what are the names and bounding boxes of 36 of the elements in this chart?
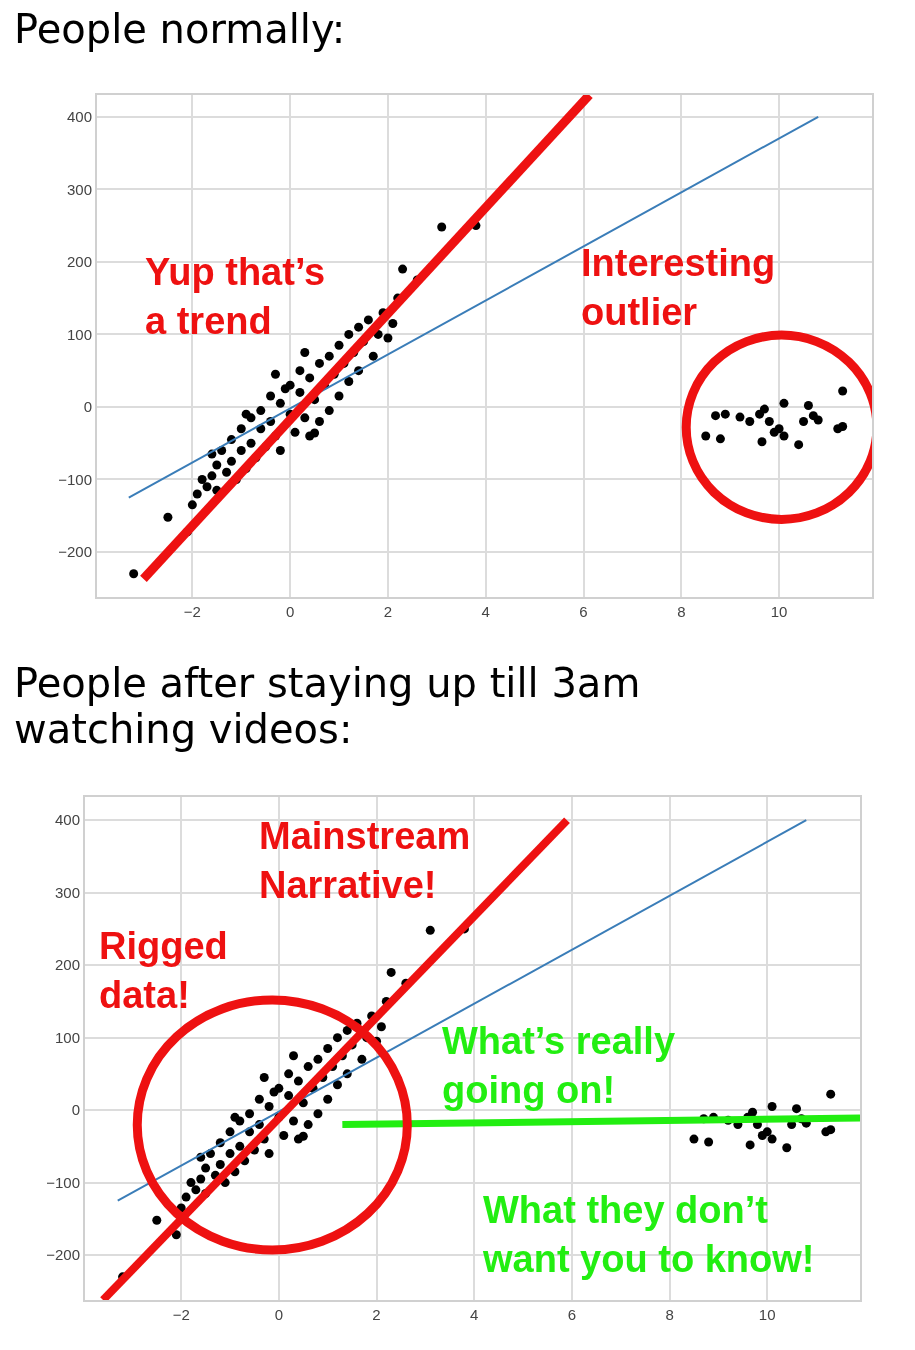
x-tick-label: 8 [665, 1306, 674, 1323]
y-tick-label: 300 [66, 180, 92, 198]
x-tick-label: 2 [372, 1306, 381, 1323]
x-tick-label: 2 [383, 603, 393, 620]
chart-title: People normally: [14, 6, 346, 52]
y-tick-label: −100 [46, 1173, 80, 1191]
y-tick-label: 100 [66, 325, 92, 343]
y-tick-label: 100 [54, 1028, 80, 1046]
annotation: What’s really going on! [442, 1020, 676, 1112]
x-tick-label: 6 [579, 603, 588, 620]
x-tick-label: 8 [677, 603, 686, 620]
y-tick-label: −100 [58, 470, 92, 488]
y-tick-label: 400 [66, 108, 92, 126]
x-tick-label: 10 [758, 1306, 776, 1323]
y-tick-label: 300 [54, 883, 80, 901]
x-tick-label: 0 [274, 1306, 284, 1323]
annotation: Interesting outlier [581, 242, 776, 334]
y-tick-label: 200 [54, 956, 80, 974]
chart-title: People after staying up till 3am watching videos: [14, 660, 641, 752]
annotation: Yup that’s a trend [145, 251, 326, 343]
x-tick-label: −2 [183, 603, 201, 620]
y-tick-label: −200 [46, 1246, 80, 1264]
x-tick-label: 0 [285, 603, 295, 620]
annotation: Mainstream Narrative! [259, 815, 471, 907]
x-tick-label: 6 [567, 1306, 577, 1323]
x-tick-label: −2 [172, 1306, 190, 1323]
x-tick-label: 10 [770, 603, 788, 620]
x-tick-label: 4 [470, 1306, 479, 1323]
x-tick-label: 4 [481, 603, 490, 620]
y-tick-label: −200 [58, 543, 92, 561]
y-tick-label: 200 [66, 253, 92, 271]
y-tick-label: 0 [83, 398, 92, 416]
annotation: What they don’t want you to know! [482, 1189, 815, 1281]
y-tick-label: 400 [54, 811, 80, 829]
annotation: Rigged data! [99, 925, 228, 1017]
y-tick-label: 0 [71, 1101, 80, 1119]
